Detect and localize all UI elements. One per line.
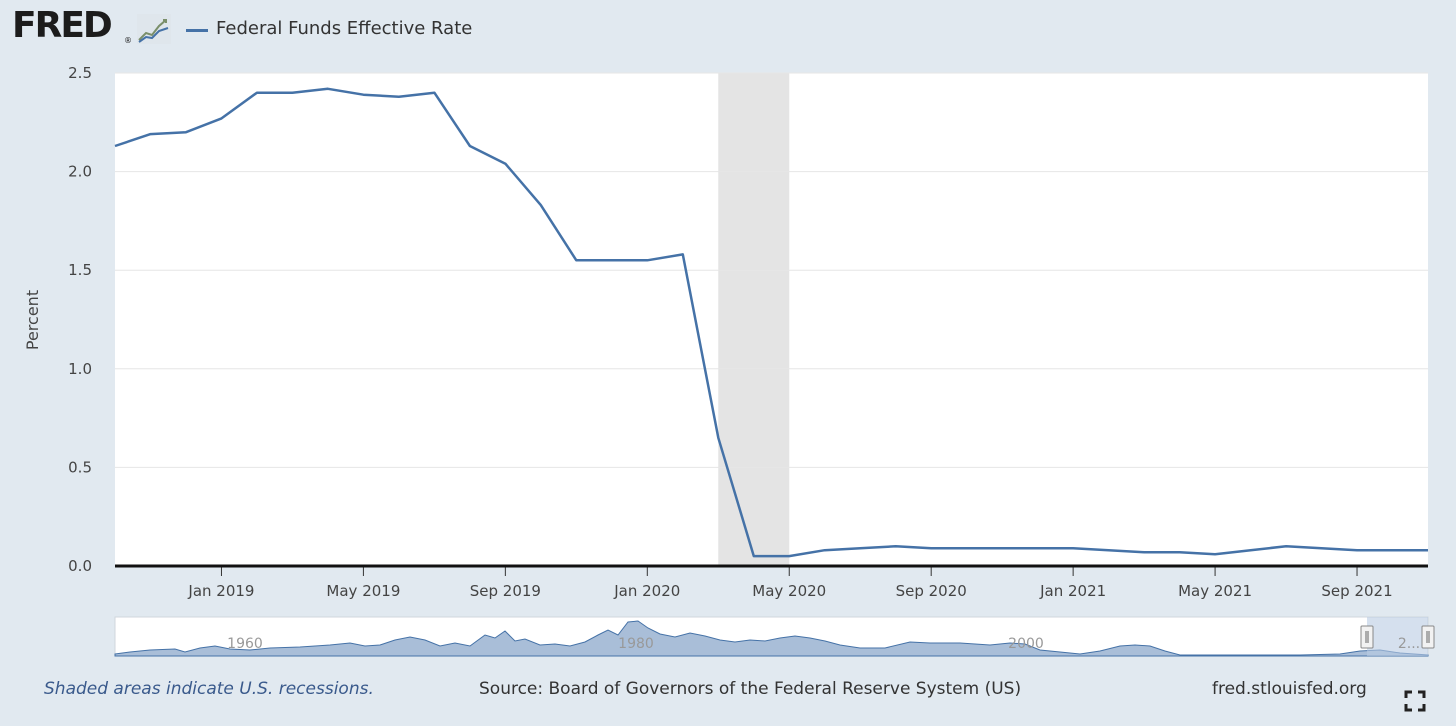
series-line: [114, 87, 1428, 558]
x-axis-ticks: Jan 2019 May 2019 Sep 2019 Jan 2020 May 2020…: [187, 566, 1393, 600]
y-tick-label: 1.0: [68, 360, 92, 378]
y-tick-label: 1.5: [68, 261, 92, 279]
x-tick-label: Jan 2021: [1039, 582, 1106, 600]
x-tick-label: May 2020: [752, 582, 826, 600]
navigator-label: 2...: [1398, 636, 1420, 652]
navigator-label: 1960: [227, 636, 263, 652]
fred-logo[interactable]: FRED: [12, 5, 113, 46]
navigator-history-area: [114, 620, 1429, 657]
navigator-selection[interactable]: [1367, 617, 1428, 656]
navigator-handle-left[interactable]: [1360, 625, 1374, 649]
x-tick-label: Sep 2021: [1321, 582, 1392, 600]
y-tick-label: 0.5: [68, 458, 92, 476]
source-note: Source: Board of Governors of the Federa…: [479, 679, 1022, 699]
series-layer: [114, 87, 1428, 558]
x-tick-label: May 2021: [1178, 582, 1252, 600]
y-tick-label: 0.0: [68, 557, 92, 575]
fullscreen-icon[interactable]: [1404, 690, 1426, 712]
y-axis-ticks: 0.0 0.5 1.0 1.5 2.0 2.5: [68, 64, 92, 575]
x-tick-label: Jan 2020: [613, 582, 680, 600]
navigator-label: 2000: [1008, 636, 1044, 652]
recession-shading-layer: [718, 73, 790, 566]
y-axis-label: Percent: [23, 290, 42, 350]
y-tick-label: 2.5: [68, 64, 92, 82]
y-tick-label: 2.0: [68, 163, 92, 181]
legend-swatch: [186, 29, 208, 32]
time-navigator[interactable]: 1960 1980 2000 2...: [114, 616, 1435, 657]
recession-note: Shaded areas indicate U.S. recessions.: [44, 679, 374, 699]
navigator-label: 1980: [618, 636, 654, 652]
navigator-handle-right[interactable]: [1421, 625, 1435, 649]
x-tick-label: May 2019: [326, 582, 400, 600]
chart-graph-icon: [137, 14, 171, 44]
chart-header: FRED ® Federal Funds Effective Rate: [0, 0, 1456, 64]
x-tick-label: Sep 2019: [470, 582, 541, 600]
site-url[interactable]: fred.stlouisfed.org: [1212, 679, 1367, 699]
grid-lines: [115, 72, 1428, 468]
x-tick-label: Sep 2020: [896, 582, 967, 600]
legend-label[interactable]: Federal Funds Effective Rate: [216, 18, 473, 39]
x-tick-label: Jan 2019: [187, 582, 254, 600]
registered-mark: ®: [124, 36, 132, 45]
recession-band: [718, 73, 790, 566]
